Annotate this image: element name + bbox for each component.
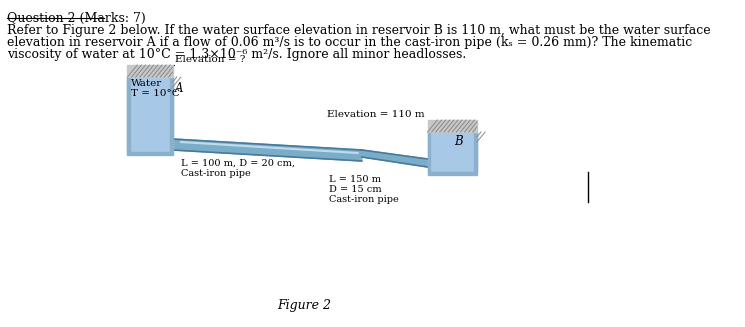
Text: L = 150 m: L = 150 m — [329, 175, 381, 184]
Text: A: A — [175, 82, 183, 95]
Polygon shape — [362, 150, 428, 167]
Bar — [127, 65, 173, 77]
Text: B: B — [454, 135, 463, 148]
Text: Cast-iron pipe: Cast-iron pipe — [181, 169, 250, 178]
Text: elevation in reservoir A if a flow of 0.06 m³/s is to occur in the cast-iron pip: elevation in reservoir A if a flow of 0.… — [7, 36, 692, 49]
Text: Cast-iron pipe: Cast-iron pipe — [329, 195, 399, 204]
Text: Elevation = ?: Elevation = ? — [175, 55, 246, 64]
Bar — [127, 152, 173, 155]
Text: Water
T = 10°C: Water T = 10°C — [130, 79, 180, 98]
Bar — [428, 132, 477, 172]
Bar — [428, 172, 477, 175]
Text: viscosity of water at 10°C = 1.3×10⁻⁶ m²/s. Ignore all minor headlosses.: viscosity of water at 10°C = 1.3×10⁻⁶ m²… — [7, 48, 466, 61]
Text: Figure 2: Figure 2 — [277, 299, 332, 312]
Text: Question 2 (Marks: 7): Question 2 (Marks: 7) — [7, 12, 145, 25]
Bar — [475, 132, 477, 172]
Text: Refer to Figure 2 below. If the water surface elevation in reservoir B is 110 m,: Refer to Figure 2 below. If the water su… — [7, 24, 710, 37]
Bar — [170, 77, 173, 152]
Text: L = 100 m, D = 20 cm,: L = 100 m, D = 20 cm, — [181, 159, 295, 168]
Text: Elevation = 110 m: Elevation = 110 m — [328, 110, 425, 119]
Bar — [127, 77, 130, 152]
Bar — [428, 132, 430, 172]
Bar — [428, 120, 477, 132]
Polygon shape — [173, 139, 362, 161]
Text: D = 15 cm: D = 15 cm — [329, 185, 381, 194]
Bar — [127, 77, 173, 152]
